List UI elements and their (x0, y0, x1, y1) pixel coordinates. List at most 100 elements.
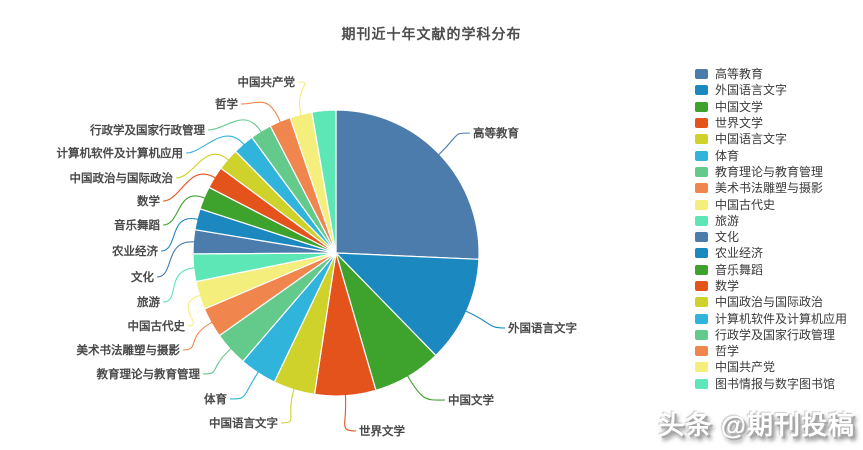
legend-item[interactable]: 美术书法雕塑与摄影 (695, 180, 847, 196)
legend-swatch-icon (695, 313, 708, 324)
legend-item[interactable]: 数学 (695, 278, 847, 294)
legend-item[interactable]: 农业经济 (695, 245, 847, 261)
legend-item[interactable]: 中国文学 (695, 99, 847, 115)
slice-callout-label: 哲学 (215, 97, 238, 111)
callout-line (175, 153, 229, 179)
legend-item[interactable]: 体育 (695, 147, 847, 163)
legend-item[interactable]: 中国政治与国际政治 (695, 294, 847, 310)
legend-item[interactable]: 中国共产党 (695, 359, 847, 375)
legend-swatch-icon (695, 264, 708, 275)
slice-callout-label: 美术书法雕塑与摄影 (77, 343, 181, 357)
legend-label: 外国语言文字 (715, 83, 788, 98)
legend-item[interactable]: 计算机软件及计算机应用 (695, 310, 847, 326)
legend-item[interactable]: 中国古代史 (695, 196, 847, 212)
callout-line (280, 388, 295, 424)
callout-line (162, 267, 195, 303)
callout-line (162, 173, 216, 202)
callout-line (407, 375, 446, 401)
slice-callout-label: 中国语言文字 (209, 416, 278, 430)
legend-label: 旅游 (715, 213, 740, 228)
callout-line (156, 241, 195, 278)
legend-label: 中国古代史 (715, 197, 776, 212)
legend-swatch-icon (695, 85, 708, 96)
pie-slice[interactable] (335, 109, 480, 260)
legend-item[interactable]: 图书情报与数字图书馆 (695, 376, 847, 392)
slice-callout-label: 高等教育 (473, 126, 519, 140)
legend-label: 计算机软件及计算机应用 (715, 311, 848, 326)
callout-line (297, 81, 306, 116)
slice-callout-label: 中国文学 (448, 393, 494, 407)
legend-label: 高等教育 (715, 67, 764, 82)
callout-line (229, 371, 259, 400)
legend-label: 中国文学 (715, 99, 764, 114)
legend-label: 文化 (715, 230, 740, 245)
legend-swatch-icon (695, 183, 708, 194)
legend-label: 教育理论与教育管理 (715, 164, 824, 179)
callout-line (185, 135, 245, 154)
watermark: 头条 @期刊投稿 (658, 410, 855, 440)
slice-callout-label: 旅游 (137, 295, 160, 309)
legend-swatch-icon (695, 150, 708, 161)
legend-item[interactable]: 高等教育 (695, 66, 847, 82)
callout-line (240, 101, 281, 123)
legend-swatch-icon (695, 378, 708, 389)
legend-swatch-icon (695, 118, 708, 129)
legend-label: 农业经济 (715, 246, 764, 261)
slice-callout-label: 行政学及国家行政管理 (89, 123, 205, 137)
legend-item[interactable]: 中国语言文字 (695, 131, 847, 147)
legend-swatch-icon (695, 166, 708, 177)
slice-callout-label: 中国古代史 (128, 319, 186, 333)
slice-callout-label: 数学 (137, 194, 160, 208)
legend-label: 美术书法雕塑与摄影 (715, 181, 824, 196)
legend-swatch-icon (695, 199, 708, 210)
legend-item[interactable]: 音乐舞蹈 (695, 262, 847, 278)
pie-slice[interactable] (311, 109, 337, 254)
legend-label: 中国共产党 (715, 360, 776, 375)
slice-callout-label: 体育 (204, 392, 227, 406)
legend-label: 音乐舞蹈 (715, 262, 764, 277)
slice-callout-label: 音乐舞蹈 (114, 218, 160, 232)
callout-line (344, 394, 357, 432)
callout-line (182, 321, 213, 351)
legend: 高等教育 外国语言文字 中国文学 世界文学 中国语言文字 体育 教育理论与教育管理 美术书法雕… (695, 66, 847, 392)
callout-line (465, 310, 506, 329)
legend-swatch-icon (695, 297, 708, 308)
legend-swatch-icon (695, 281, 708, 291)
legend-item[interactable]: 行政学及国家行政管理 (695, 327, 847, 343)
callout-line (187, 294, 201, 327)
slice-callout-label: 计算机软件及计算机应用 (57, 146, 184, 160)
legend-swatch-icon (695, 101, 708, 112)
slice-callout-label: 世界文学 (359, 424, 405, 438)
legend-swatch-icon (695, 69, 708, 80)
legend-swatch-icon (695, 248, 708, 259)
legend-swatch-icon (695, 134, 708, 145)
callout-line (160, 217, 199, 252)
callout-line (438, 132, 471, 156)
slice-callout-label: 教育理论与教育管理 (96, 367, 201, 381)
slice-callout-label: 文化 (131, 270, 154, 284)
legend-label: 行政学及国家行政管理 (715, 327, 836, 342)
legend-label: 数学 (715, 279, 740, 293)
legend-swatch-icon (695, 346, 708, 357)
callout-line (162, 195, 206, 226)
callout-line (202, 348, 232, 375)
slice-callout-label: 外国语言文字 (507, 321, 577, 335)
legend-item[interactable]: 文化 (695, 229, 847, 245)
legend-swatch-icon (695, 215, 708, 226)
legend-swatch-icon (695, 362, 708, 373)
slice-callout-label: 中国共产党 (238, 75, 296, 89)
slice-callout-label: 农业经济 (111, 244, 158, 258)
legend-item[interactable]: 旅游 (695, 213, 847, 229)
legend-item[interactable]: 外国语言文字 (695, 82, 847, 98)
chart-title: 期刊近十年文献的学科分布 (341, 26, 522, 42)
slice-callout-label: 中国政治与国际政治 (70, 171, 174, 185)
legend-item[interactable]: 世界文学 (695, 115, 847, 131)
legend-item[interactable]: 教育理论与教育管理 (695, 164, 847, 180)
callout-line (207, 119, 262, 133)
legend-swatch-icon (695, 329, 708, 340)
legend-label: 中国政治与国际政治 (715, 295, 824, 310)
legend-item[interactable]: 哲学 (695, 343, 847, 359)
legend-label: 图书情报与数字图书馆 (715, 376, 836, 391)
